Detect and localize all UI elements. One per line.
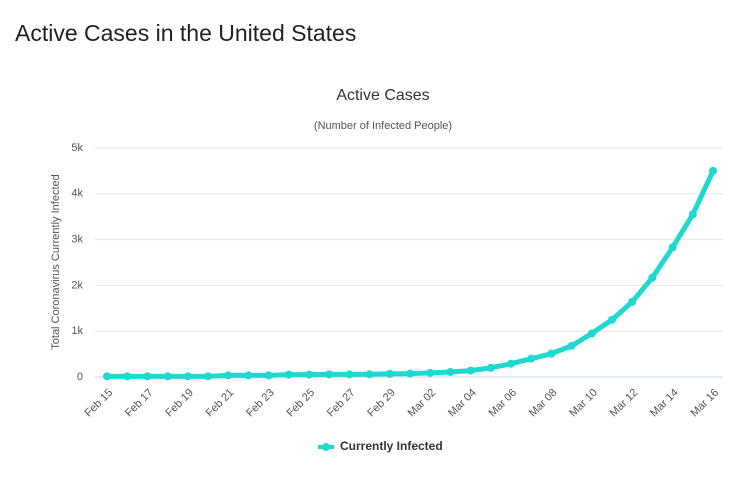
chart-title: Active Cases	[336, 87, 429, 104]
data-point	[345, 370, 354, 379]
data-point	[486, 363, 495, 372]
x-tick-label: Mar 06	[486, 387, 519, 420]
data-point	[446, 367, 455, 376]
data-point	[103, 372, 111, 381]
data-point	[608, 315, 616, 324]
data-point	[264, 371, 273, 380]
legend-label: Currently Infected	[340, 439, 443, 453]
data-point	[709, 166, 717, 175]
data-point	[648, 273, 657, 282]
y-tick-label: 3k	[71, 234, 83, 246]
x-tick-label: Feb 23	[244, 387, 277, 420]
x-tick-label: Mar 16	[688, 387, 721, 420]
data-point	[466, 366, 475, 375]
chart-subtitle: (Number of Infected People)	[314, 120, 452, 132]
y-tick-label: 2k	[71, 279, 83, 291]
x-tick-label: Mar 12	[608, 387, 641, 420]
data-point	[567, 341, 576, 350]
x-tick-label: Feb 15	[82, 387, 115, 420]
data-point	[668, 243, 677, 252]
data-point	[426, 368, 435, 377]
data-point	[325, 370, 334, 379]
x-tick-label: Mar 08	[527, 387, 560, 420]
y-axis-label: Total Coronavirus Currently Infected	[50, 174, 62, 349]
x-tick-label: Feb 25	[284, 387, 317, 420]
x-tick-label: Mar 04	[446, 387, 479, 420]
data-line	[107, 169, 716, 379]
data-point	[365, 370, 374, 379]
data-point	[143, 372, 152, 381]
x-tick-label: Feb 19	[163, 387, 196, 420]
y-tick-label: 1k	[71, 325, 83, 337]
y-tick-label: 5k	[71, 142, 83, 154]
x-tick-label: Mar 14	[648, 387, 681, 420]
page-title: Active Cases in the United States	[15, 20, 356, 46]
data-point	[628, 297, 637, 306]
data-point	[123, 372, 132, 381]
data-point	[284, 370, 293, 379]
x-tick-label: Feb 21	[204, 387, 237, 420]
x-tick-label: Mar 10	[567, 387, 600, 420]
x-tick-label: Feb 17	[123, 387, 156, 420]
data-point	[204, 372, 212, 381]
data-point	[507, 359, 515, 368]
data-point	[224, 371, 233, 380]
data-point	[547, 349, 556, 358]
x-tick-label: Mar 02	[406, 387, 439, 420]
x-tick-label: Feb 29	[365, 387, 398, 420]
data-point	[183, 372, 192, 381]
data-point	[305, 370, 313, 379]
x-tick-label: Feb 27	[325, 387, 358, 420]
data-point	[244, 371, 253, 380]
data-point	[587, 329, 596, 338]
data-point	[688, 210, 697, 219]
data-point	[163, 372, 172, 381]
data-point	[527, 354, 536, 363]
y-tick-label: 0	[77, 371, 83, 383]
data-point	[406, 369, 414, 378]
legend-swatch-point	[322, 443, 330, 451]
y-tick-label: 4k	[71, 188, 83, 200]
data-point	[385, 369, 394, 378]
